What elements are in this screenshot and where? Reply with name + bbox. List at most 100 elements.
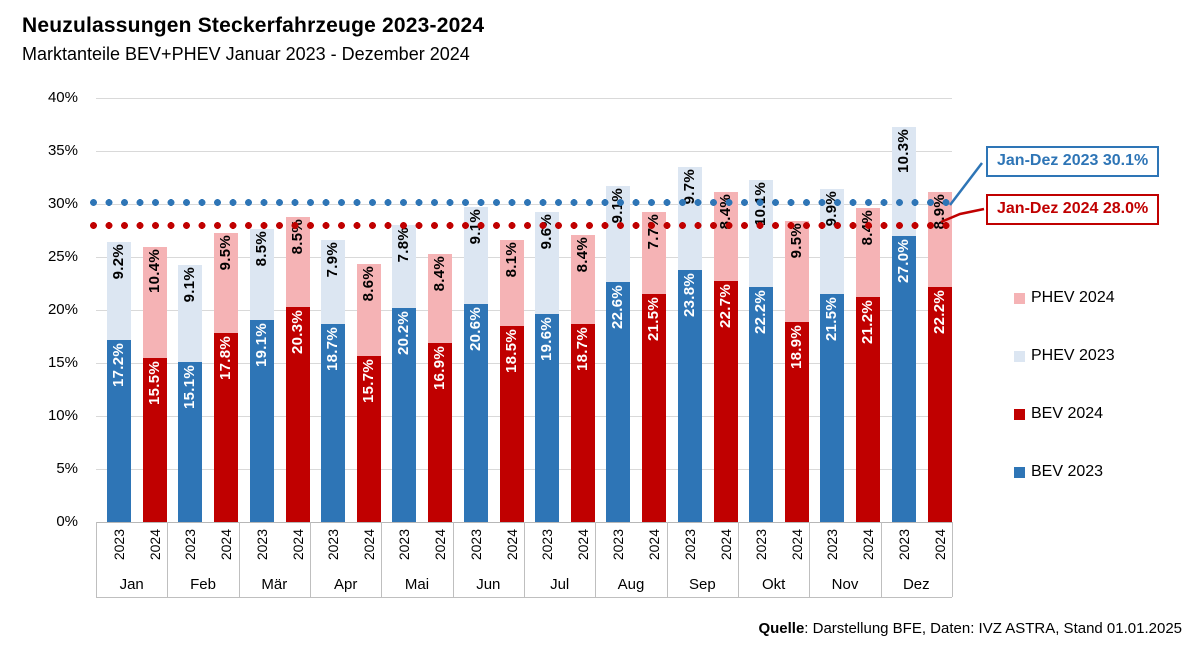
- month-label-Jul: Jul: [550, 576, 570, 593]
- chart-subtitle: Marktanteile BEV+PHEV Januar 2023 - Deze…: [22, 44, 470, 64]
- source-text: : Darstellung BFE, Daten: IVZ ASTRA, Sta…: [804, 620, 1182, 637]
- year-label-2024-Jun: 2024: [503, 529, 520, 561]
- bar-segment-phev-2023-Sep: [677, 166, 702, 270]
- bar-segment-phev-2024-Mai: [428, 253, 453, 343]
- bar-segment-bev-2023-Okt: [749, 286, 773, 522]
- bar-segment-phev-2023-Apr: [321, 240, 345, 324]
- y-axis-label-35%: 35%: [47, 142, 78, 159]
- month-label-Dez: Dez: [902, 576, 930, 593]
- y-axis-label-20%: 20%: [47, 301, 78, 318]
- bar-segment-phev-2024-Mär: [285, 216, 310, 307]
- month-label-Mär: Mär: [261, 576, 288, 593]
- bar-value-label: 18.7%: [574, 326, 591, 371]
- bar-segment-bev-2023-Jun: [463, 303, 488, 522]
- gridline-5%: [96, 469, 952, 470]
- month-separator: [310, 522, 311, 597]
- y-axis-label-40%: 40%: [47, 89, 78, 106]
- month-separator: [952, 522, 953, 597]
- legend-label: PHEV 2023: [1031, 347, 1115, 364]
- bar-value-label: 9.6%: [538, 214, 555, 250]
- bar-value-label: 15.5%: [146, 360, 163, 405]
- bar-value-label: 22.6%: [609, 285, 627, 330]
- bar-value-label: 16.9%: [431, 345, 449, 390]
- bar-segment-phev-2024-Jan: [143, 247, 167, 358]
- bar-value-label: 20.6%: [466, 306, 484, 351]
- bar-segment-phev-2024-Jul: [571, 234, 595, 324]
- bar-value-label: 21.5%: [823, 297, 841, 342]
- bar-segment-bev-2023-Feb: [178, 361, 203, 522]
- x-axis-bottom-line: [96, 597, 952, 598]
- y-axis-label-5%: 5%: [56, 460, 78, 477]
- month-label-Mai: Mai: [404, 576, 430, 593]
- bar-value-label: 9.2%: [110, 244, 127, 280]
- bar-segment-bev-2023-Aug: [606, 282, 631, 522]
- bar-segment-phev-2023-Jan: [107, 242, 131, 340]
- month-label-Nov: Nov: [831, 576, 859, 593]
- month-separator: [167, 522, 168, 597]
- legend-item-phev-2024: PHEV 2024: [1014, 289, 1115, 307]
- bar-segment-bev-2024-Feb: [214, 333, 239, 522]
- month-label-Feb: Feb: [190, 576, 216, 593]
- bar-segment-phev-2024-Jun: [499, 240, 524, 326]
- bar-segment-phev-2023-Dez: [891, 126, 916, 236]
- year-label-2024-Sep: 2024: [717, 529, 734, 561]
- year-label-2023-Okt: 2023: [753, 529, 769, 561]
- bar-segment-phev-2024-Sep: [713, 192, 738, 282]
- bar-value-label: 20.3%: [288, 309, 306, 354]
- bar-value-label: 7.8%: [395, 227, 413, 263]
- bar-value-label: 20.2%: [395, 310, 413, 355]
- y-axis-label-30%: 30%: [47, 195, 78, 212]
- bar-segment-phev-2024-Okt: [785, 220, 809, 322]
- bar-segment-bev-2024-Jan: [143, 357, 167, 522]
- month-label-Jan: Jan: [119, 576, 144, 593]
- legend-swatch: [1014, 350, 1025, 362]
- gridline-25%: [96, 257, 952, 258]
- year-label-2023-Sep: 2023: [681, 529, 698, 561]
- y-axis-label-0%: 0%: [56, 513, 78, 530]
- bar-value-label: 21.2%: [859, 300, 877, 345]
- year-label-2024-Jul: 2024: [575, 529, 591, 561]
- legend-label: BEV 2024: [1031, 405, 1104, 422]
- bar-segment-bev-2024-Aug: [642, 294, 667, 522]
- bar-segment-phev-2023-Mär: [249, 229, 274, 320]
- bar-segment-phev-2024-Apr: [357, 264, 381, 356]
- legend-item-bev-2023: BEV 2023: [1014, 463, 1115, 481]
- year-label-2023-Jul: 2023: [539, 529, 555, 561]
- source-label: Quelle: [758, 620, 805, 637]
- bar-segment-phev-2023-Nov: [820, 189, 845, 295]
- bar-value-label: 10.4%: [146, 249, 163, 294]
- bar-value-label: 7.7%: [645, 214, 663, 250]
- month-separator: [881, 522, 882, 597]
- bar-segment-bev-2024-Mai: [428, 342, 453, 522]
- year-label-2024-Jan: 2024: [147, 529, 163, 561]
- chart-title: Neuzulassungen Steckerfahrzeuge 2023-202…: [22, 14, 485, 37]
- bar-value-label: 8.6%: [360, 266, 377, 302]
- gridline-40%: [96, 98, 952, 99]
- bar-value-label: 19.6%: [538, 317, 555, 362]
- legend-label: BEV 2023: [1031, 463, 1104, 480]
- gridline-15%: [96, 363, 952, 364]
- year-label-2023-Mai: 2023: [396, 529, 413, 561]
- month-separator: [96, 522, 97, 597]
- y-axis-label-10%: 10%: [47, 407, 78, 424]
- bar-segment-phev-2024-Dez: [927, 192, 952, 287]
- bar-segment-bev-2024-Apr: [357, 355, 381, 522]
- month-separator: [738, 522, 739, 597]
- gridline-35%: [96, 151, 952, 152]
- year-label-2024-Mai: 2024: [432, 529, 449, 561]
- bar-value-label: 8.5%: [252, 231, 270, 267]
- source-note: Quelle: Darstellung BFE, Daten: IVZ ASTR…: [758, 620, 1182, 637]
- year-label-2024-Apr: 2024: [361, 529, 377, 561]
- bar-segment-phev-2023-Okt: [749, 179, 773, 287]
- bar-value-label: 19.1%: [252, 322, 270, 367]
- bar-segment-phev-2023-Mai: [392, 225, 417, 308]
- month-separator: [239, 522, 240, 597]
- year-label-2023-Aug: 2023: [610, 529, 627, 561]
- bar-value-label: 23.8%: [680, 272, 698, 317]
- bar-value-label: 21.5%: [645, 297, 663, 342]
- bar-value-label: 15.7%: [360, 358, 377, 403]
- bar-segment-bev-2024-Okt: [785, 321, 809, 522]
- legend-item-phev-2023: PHEV 2023: [1014, 347, 1115, 365]
- bar-value-label: 18.9%: [788, 324, 805, 369]
